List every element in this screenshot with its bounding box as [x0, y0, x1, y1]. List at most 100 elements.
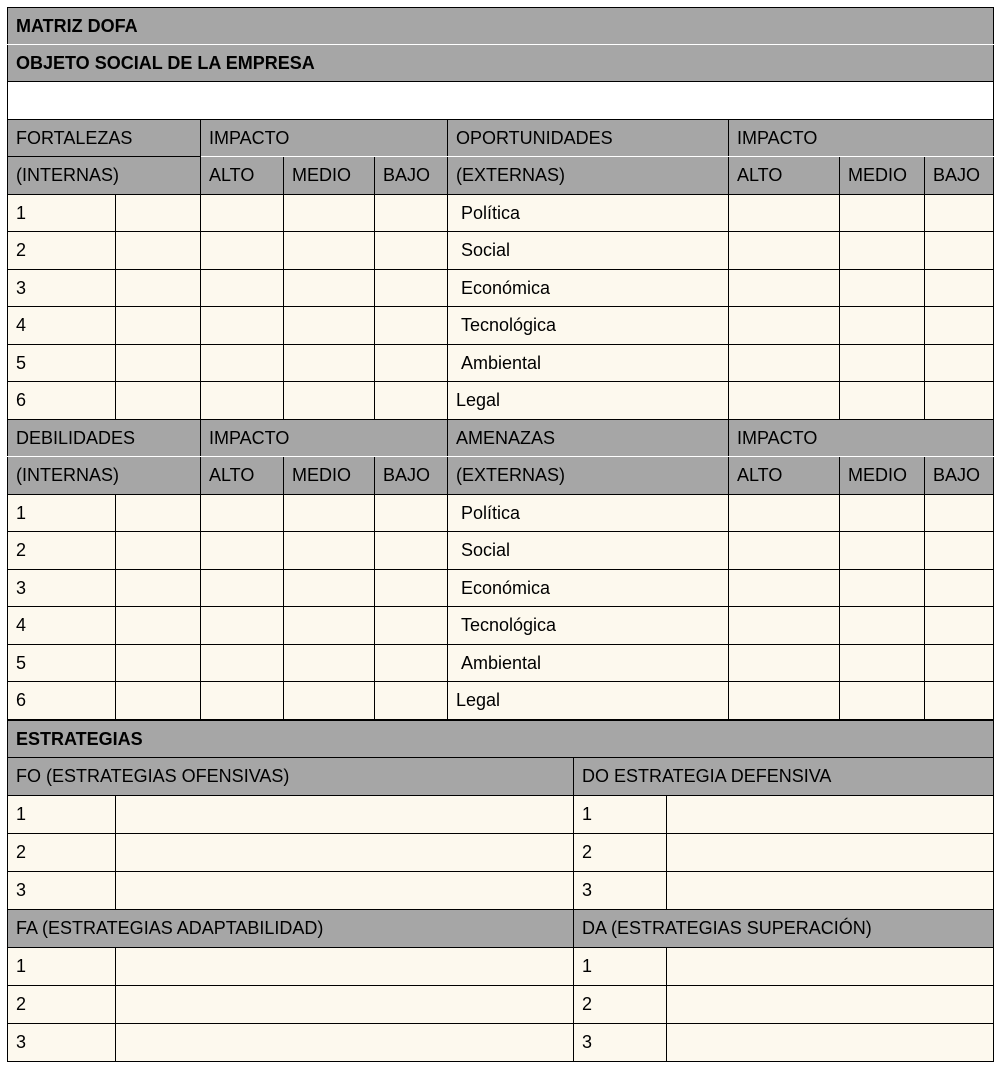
- impact-cell[interactable]: [923, 269, 995, 307]
- item-description-cell[interactable]: [115, 606, 201, 645]
- impact-cell[interactable]: [923, 306, 995, 345]
- impact-cell[interactable]: [728, 681, 840, 720]
- impact-cell[interactable]: [200, 269, 284, 307]
- impact-cell[interactable]: [923, 569, 995, 607]
- impact-cell[interactable]: [200, 606, 284, 645]
- impact-cell[interactable]: [374, 644, 448, 682]
- impact-cell[interactable]: [923, 231, 995, 270]
- impact-cell[interactable]: [839, 494, 925, 532]
- strategy-header: FA (ESTRATEGIAS ADAPTABILIDAD): [7, 909, 574, 948]
- impact-cell[interactable]: [839, 306, 925, 345]
- item-description-cell[interactable]: [115, 644, 201, 682]
- impact-cell[interactable]: [200, 306, 284, 345]
- impact-cell[interactable]: [374, 681, 448, 720]
- impact-cell[interactable]: [839, 531, 925, 570]
- item-description-cell[interactable]: [115, 494, 201, 532]
- company-purpose-field[interactable]: [6, 81, 995, 120]
- impact-cell[interactable]: [923, 681, 995, 720]
- impact-cell[interactable]: [923, 344, 995, 382]
- impact-cell[interactable]: [728, 194, 840, 232]
- impact-cell[interactable]: [839, 681, 925, 720]
- strategy-cell[interactable]: [666, 1023, 994, 1062]
- impact-cell[interactable]: [728, 306, 840, 345]
- strategy-cell[interactable]: [666, 833, 994, 872]
- impact-cell[interactable]: [374, 231, 448, 270]
- impact-cell[interactable]: [728, 494, 840, 532]
- impact-cell[interactable]: [839, 644, 925, 682]
- item-description-cell[interactable]: [115, 681, 201, 720]
- strategy-cell[interactable]: [666, 985, 994, 1024]
- item-description-cell[interactable]: [115, 194, 201, 232]
- item-description-cell[interactable]: [115, 381, 201, 420]
- item-description-cell[interactable]: [115, 531, 201, 570]
- impact-cell[interactable]: [200, 531, 284, 570]
- impact-cell[interactable]: [839, 269, 925, 307]
- impact-cell[interactable]: [839, 194, 925, 232]
- strategy-cell[interactable]: [115, 871, 574, 910]
- impact-cell[interactable]: [374, 569, 448, 607]
- impact-cell[interactable]: [374, 606, 448, 645]
- strategy-cell[interactable]: [115, 1023, 574, 1062]
- impact-cell[interactable]: [283, 494, 375, 532]
- impact-cell[interactable]: [923, 381, 995, 420]
- impact-cell[interactable]: [728, 531, 840, 570]
- impact-cell[interactable]: [728, 644, 840, 682]
- impact-cell[interactable]: [923, 494, 995, 532]
- impact-cell[interactable]: [839, 344, 925, 382]
- impact-cell[interactable]: [839, 569, 925, 607]
- item-description-cell[interactable]: [115, 306, 201, 345]
- item-description-cell[interactable]: [115, 231, 201, 270]
- strategy-cell[interactable]: [115, 795, 574, 834]
- impact-cell[interactable]: [200, 681, 284, 720]
- impact-cell[interactable]: [283, 569, 375, 607]
- impact-cell[interactable]: [839, 606, 925, 645]
- impact-cell[interactable]: [200, 494, 284, 532]
- row-number: 3: [7, 1023, 116, 1062]
- impact-cell[interactable]: [374, 306, 448, 345]
- impact-cell[interactable]: [374, 194, 448, 232]
- impact-cell[interactable]: [200, 381, 284, 420]
- item-description-cell[interactable]: [115, 569, 201, 607]
- strategy-cell[interactable]: [666, 795, 994, 834]
- impact-cell[interactable]: [283, 306, 375, 345]
- strategy-cell[interactable]: [115, 947, 574, 986]
- impact-cell[interactable]: [283, 681, 375, 720]
- impact-cell[interactable]: [200, 344, 284, 382]
- impact-cell[interactable]: [374, 531, 448, 570]
- impact-cell[interactable]: [923, 531, 995, 570]
- impact-cell[interactable]: [283, 531, 375, 570]
- item-description-cell[interactable]: [115, 344, 201, 382]
- impact-cell[interactable]: [283, 644, 375, 682]
- strategy-cell[interactable]: [666, 871, 994, 910]
- impact-cell[interactable]: [728, 269, 840, 307]
- impact-cell[interactable]: [200, 194, 284, 232]
- strategy-cell[interactable]: [666, 947, 994, 986]
- item-description-cell[interactable]: [115, 269, 201, 307]
- impact-cell[interactable]: [923, 194, 995, 232]
- impact-cell[interactable]: [728, 344, 840, 382]
- impact-cell[interactable]: [374, 494, 448, 532]
- strategy-cell[interactable]: [115, 833, 574, 872]
- impact-cell[interactable]: [283, 606, 375, 645]
- impact-cell[interactable]: [283, 381, 375, 420]
- impact-cell[interactable]: [374, 269, 448, 307]
- impact-cell[interactable]: [374, 381, 448, 420]
- impact-cell[interactable]: [283, 344, 375, 382]
- impact-cell[interactable]: [283, 194, 375, 232]
- impact-cell[interactable]: [839, 381, 925, 420]
- impact-cell[interactable]: [200, 231, 284, 270]
- strategy-cell[interactable]: [115, 985, 574, 1024]
- impact-cell[interactable]: [283, 269, 375, 307]
- impact-cell[interactable]: [728, 231, 840, 270]
- impact-cell[interactable]: [200, 569, 284, 607]
- impact-cell[interactable]: [374, 344, 448, 382]
- impact-cell[interactable]: [283, 231, 375, 270]
- factor-label: Política: [447, 194, 729, 232]
- impact-cell[interactable]: [728, 569, 840, 607]
- impact-cell[interactable]: [728, 381, 840, 420]
- impact-cell[interactable]: [923, 606, 995, 645]
- impact-cell[interactable]: [923, 644, 995, 682]
- impact-cell[interactable]: [200, 644, 284, 682]
- impact-cell[interactable]: [839, 231, 925, 270]
- impact-cell[interactable]: [728, 606, 840, 645]
